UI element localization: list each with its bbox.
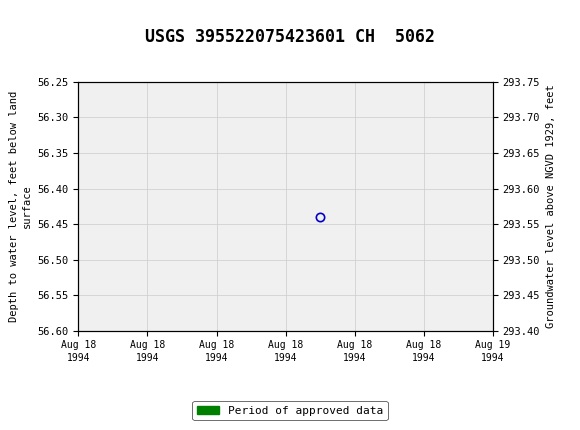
Text: ▒USGS: ▒USGS <box>7 8 61 29</box>
Text: USGS 395522075423601 CH  5062: USGS 395522075423601 CH 5062 <box>145 28 435 46</box>
Y-axis label: Groundwater level above NGVD 1929, feet: Groundwater level above NGVD 1929, feet <box>546 85 556 328</box>
Legend: Period of approved data: Period of approved data <box>193 401 387 420</box>
Y-axis label: Depth to water level, feet below land
surface: Depth to water level, feet below land su… <box>9 91 32 322</box>
